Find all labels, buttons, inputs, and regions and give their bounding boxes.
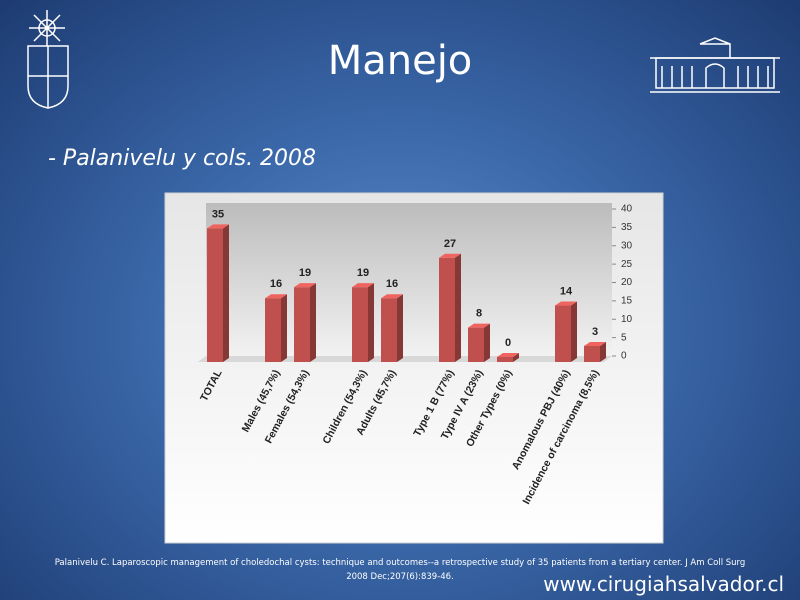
bar-top — [468, 323, 490, 328]
bar-top — [555, 301, 577, 306]
y-tick-label: 10 — [621, 314, 633, 325]
citation-line: 2008 Dec;207(6):839-46. — [346, 572, 454, 582]
bar-side — [600, 341, 606, 362]
university-logo — [27, 10, 69, 109]
bar-top — [381, 294, 403, 299]
y-tick-label: 5 — [621, 332, 627, 343]
data-label: 8 — [476, 308, 482, 320]
y-tick-label: 15 — [621, 296, 633, 307]
bar-side — [223, 224, 229, 362]
website-url: www.cirugiahsalvador.cl — [543, 572, 784, 596]
bar-front — [207, 228, 223, 362]
bar-top — [497, 353, 519, 357]
slide-subtitle: - Palanivelu y cols. 2008 — [48, 146, 317, 171]
bar-front — [352, 287, 368, 362]
bar-side — [397, 294, 403, 362]
bar-front — [381, 298, 397, 362]
data-label: 19 — [299, 267, 311, 279]
data-label: 3 — [592, 326, 598, 338]
data-label: 16 — [386, 278, 398, 290]
citation-line: Palanivelu C. Laparoscopic management of… — [54, 558, 746, 568]
bar-front — [439, 257, 455, 362]
bar-top — [439, 253, 461, 258]
bar — [439, 253, 461, 362]
citation: Palanivelu C. Laparoscopic management of… — [30, 556, 770, 584]
y-tick-label: 40 — [621, 204, 633, 215]
bar-side — [455, 253, 461, 362]
bar-side — [571, 301, 577, 362]
bar-top — [294, 283, 316, 288]
bar — [294, 283, 316, 362]
bar-side — [281, 294, 287, 362]
y-tick-label: 25 — [621, 259, 633, 270]
bar-front — [294, 287, 310, 362]
bar-top — [207, 224, 229, 229]
bar-side — [513, 353, 519, 362]
hospital-logo — [650, 37, 780, 93]
y-tick-label: 30 — [621, 240, 633, 251]
bar-side — [368, 283, 374, 362]
bar — [555, 301, 577, 362]
bar — [497, 353, 519, 362]
y-tick-label: 35 — [621, 222, 633, 233]
bar-top — [584, 341, 606, 346]
bar-front — [584, 345, 600, 362]
data-label: 35 — [212, 208, 224, 220]
y-tick-label: 0 — [621, 351, 627, 362]
bar-front — [265, 298, 281, 362]
bar — [468, 323, 490, 362]
y-tick-label: 20 — [621, 277, 633, 288]
bar-front — [468, 327, 484, 362]
floor — [198, 356, 612, 362]
data-label: 19 — [357, 267, 369, 279]
data-label: 27 — [444, 238, 456, 250]
bar-front — [497, 357, 513, 362]
data-label: 16 — [270, 278, 282, 290]
slide-title: Manejo — [327, 38, 473, 84]
bar — [352, 283, 374, 362]
bar-front — [555, 305, 571, 362]
bar-top — [265, 294, 287, 299]
bar-top — [352, 283, 374, 288]
data-label: 0 — [505, 337, 511, 349]
bar-side — [310, 283, 316, 362]
bar — [265, 294, 287, 362]
bar-side — [484, 323, 490, 362]
data-label: 14 — [560, 286, 573, 298]
bar — [207, 224, 229, 362]
bar — [584, 341, 606, 362]
bar — [381, 294, 403, 362]
